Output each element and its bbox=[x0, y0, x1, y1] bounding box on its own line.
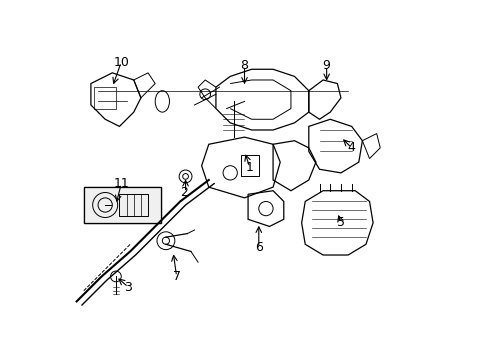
Text: 3: 3 bbox=[124, 281, 132, 294]
Text: 4: 4 bbox=[347, 141, 355, 154]
Bar bbox=[83, 187, 160, 223]
Text: 10: 10 bbox=[113, 55, 129, 69]
Bar bbox=[94, 87, 116, 109]
Text: 5: 5 bbox=[336, 216, 344, 229]
Text: 2: 2 bbox=[180, 186, 187, 199]
Text: 1: 1 bbox=[245, 161, 253, 174]
Text: 9: 9 bbox=[322, 59, 330, 72]
Text: 7: 7 bbox=[172, 270, 180, 283]
Bar bbox=[241, 155, 258, 176]
Bar bbox=[119, 194, 148, 216]
Text: 6: 6 bbox=[254, 241, 262, 255]
Text: 8: 8 bbox=[240, 59, 248, 72]
Bar bbox=[83, 187, 160, 223]
Text: 11: 11 bbox=[113, 177, 129, 190]
